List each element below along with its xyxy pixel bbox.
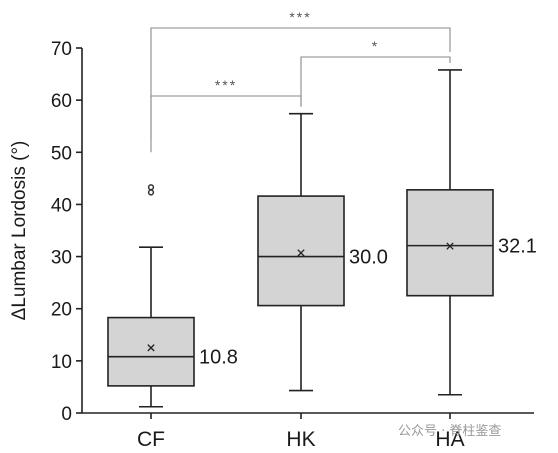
bracket-cf-ha: *** [150,9,451,140]
bracket-line [150,95,302,153]
significance-label: *** [289,9,311,25]
y-tick-label: 40 [51,195,72,216]
y-axis-label: ΔLumbar Lordosis (°) [9,141,30,321]
bracket-cf-hk: *** [150,77,302,153]
y-tick-label: 0 [61,404,72,425]
median-label: 32.1 [498,236,537,258]
median-label: 30.0 [349,247,388,269]
bracket-hk-ha: * [300,38,451,106]
y-tick-label: 30 [51,248,72,269]
mean-marker [446,242,454,250]
mean-marker [297,249,305,257]
x-tick-label-cf: CF [137,428,165,451]
y-tick-label: 70 [51,39,72,60]
watermark: 公众号 · 脊柱鉴查 [398,424,502,439]
x-tick-label-ha: HA [435,428,464,451]
significance-label: *** [215,77,237,93]
box-group-ha: 32.1 [406,69,537,396]
iqr-box [257,195,345,307]
bracket-line [300,56,451,106]
outlier-point [147,184,155,191]
mean-marker [147,344,155,352]
outlier-point [147,189,155,196]
iqr-box [406,189,494,297]
median-label: 10.8 [199,347,238,369]
significance-brackets: ******* [150,9,451,153]
x-tick-label-hk: HK [286,428,315,451]
box-group-cf: 10.8 [107,184,238,408]
y-axis: 0 10 20 30 40 50 60 70 [51,39,83,425]
iqr-box [107,316,195,387]
significance-label: * [372,38,379,54]
y-tick-label: 50 [51,143,72,164]
boxes: 10.8 30.0 32.1 [107,69,537,408]
y-tick-label: 20 [51,300,72,321]
x-axis: CF HK HA [82,412,534,451]
box-group-hk: 30.0 [257,112,388,392]
y-tick-label: 10 [51,352,72,373]
bracket-line [150,27,451,140]
y-tick-label: 60 [51,91,72,112]
